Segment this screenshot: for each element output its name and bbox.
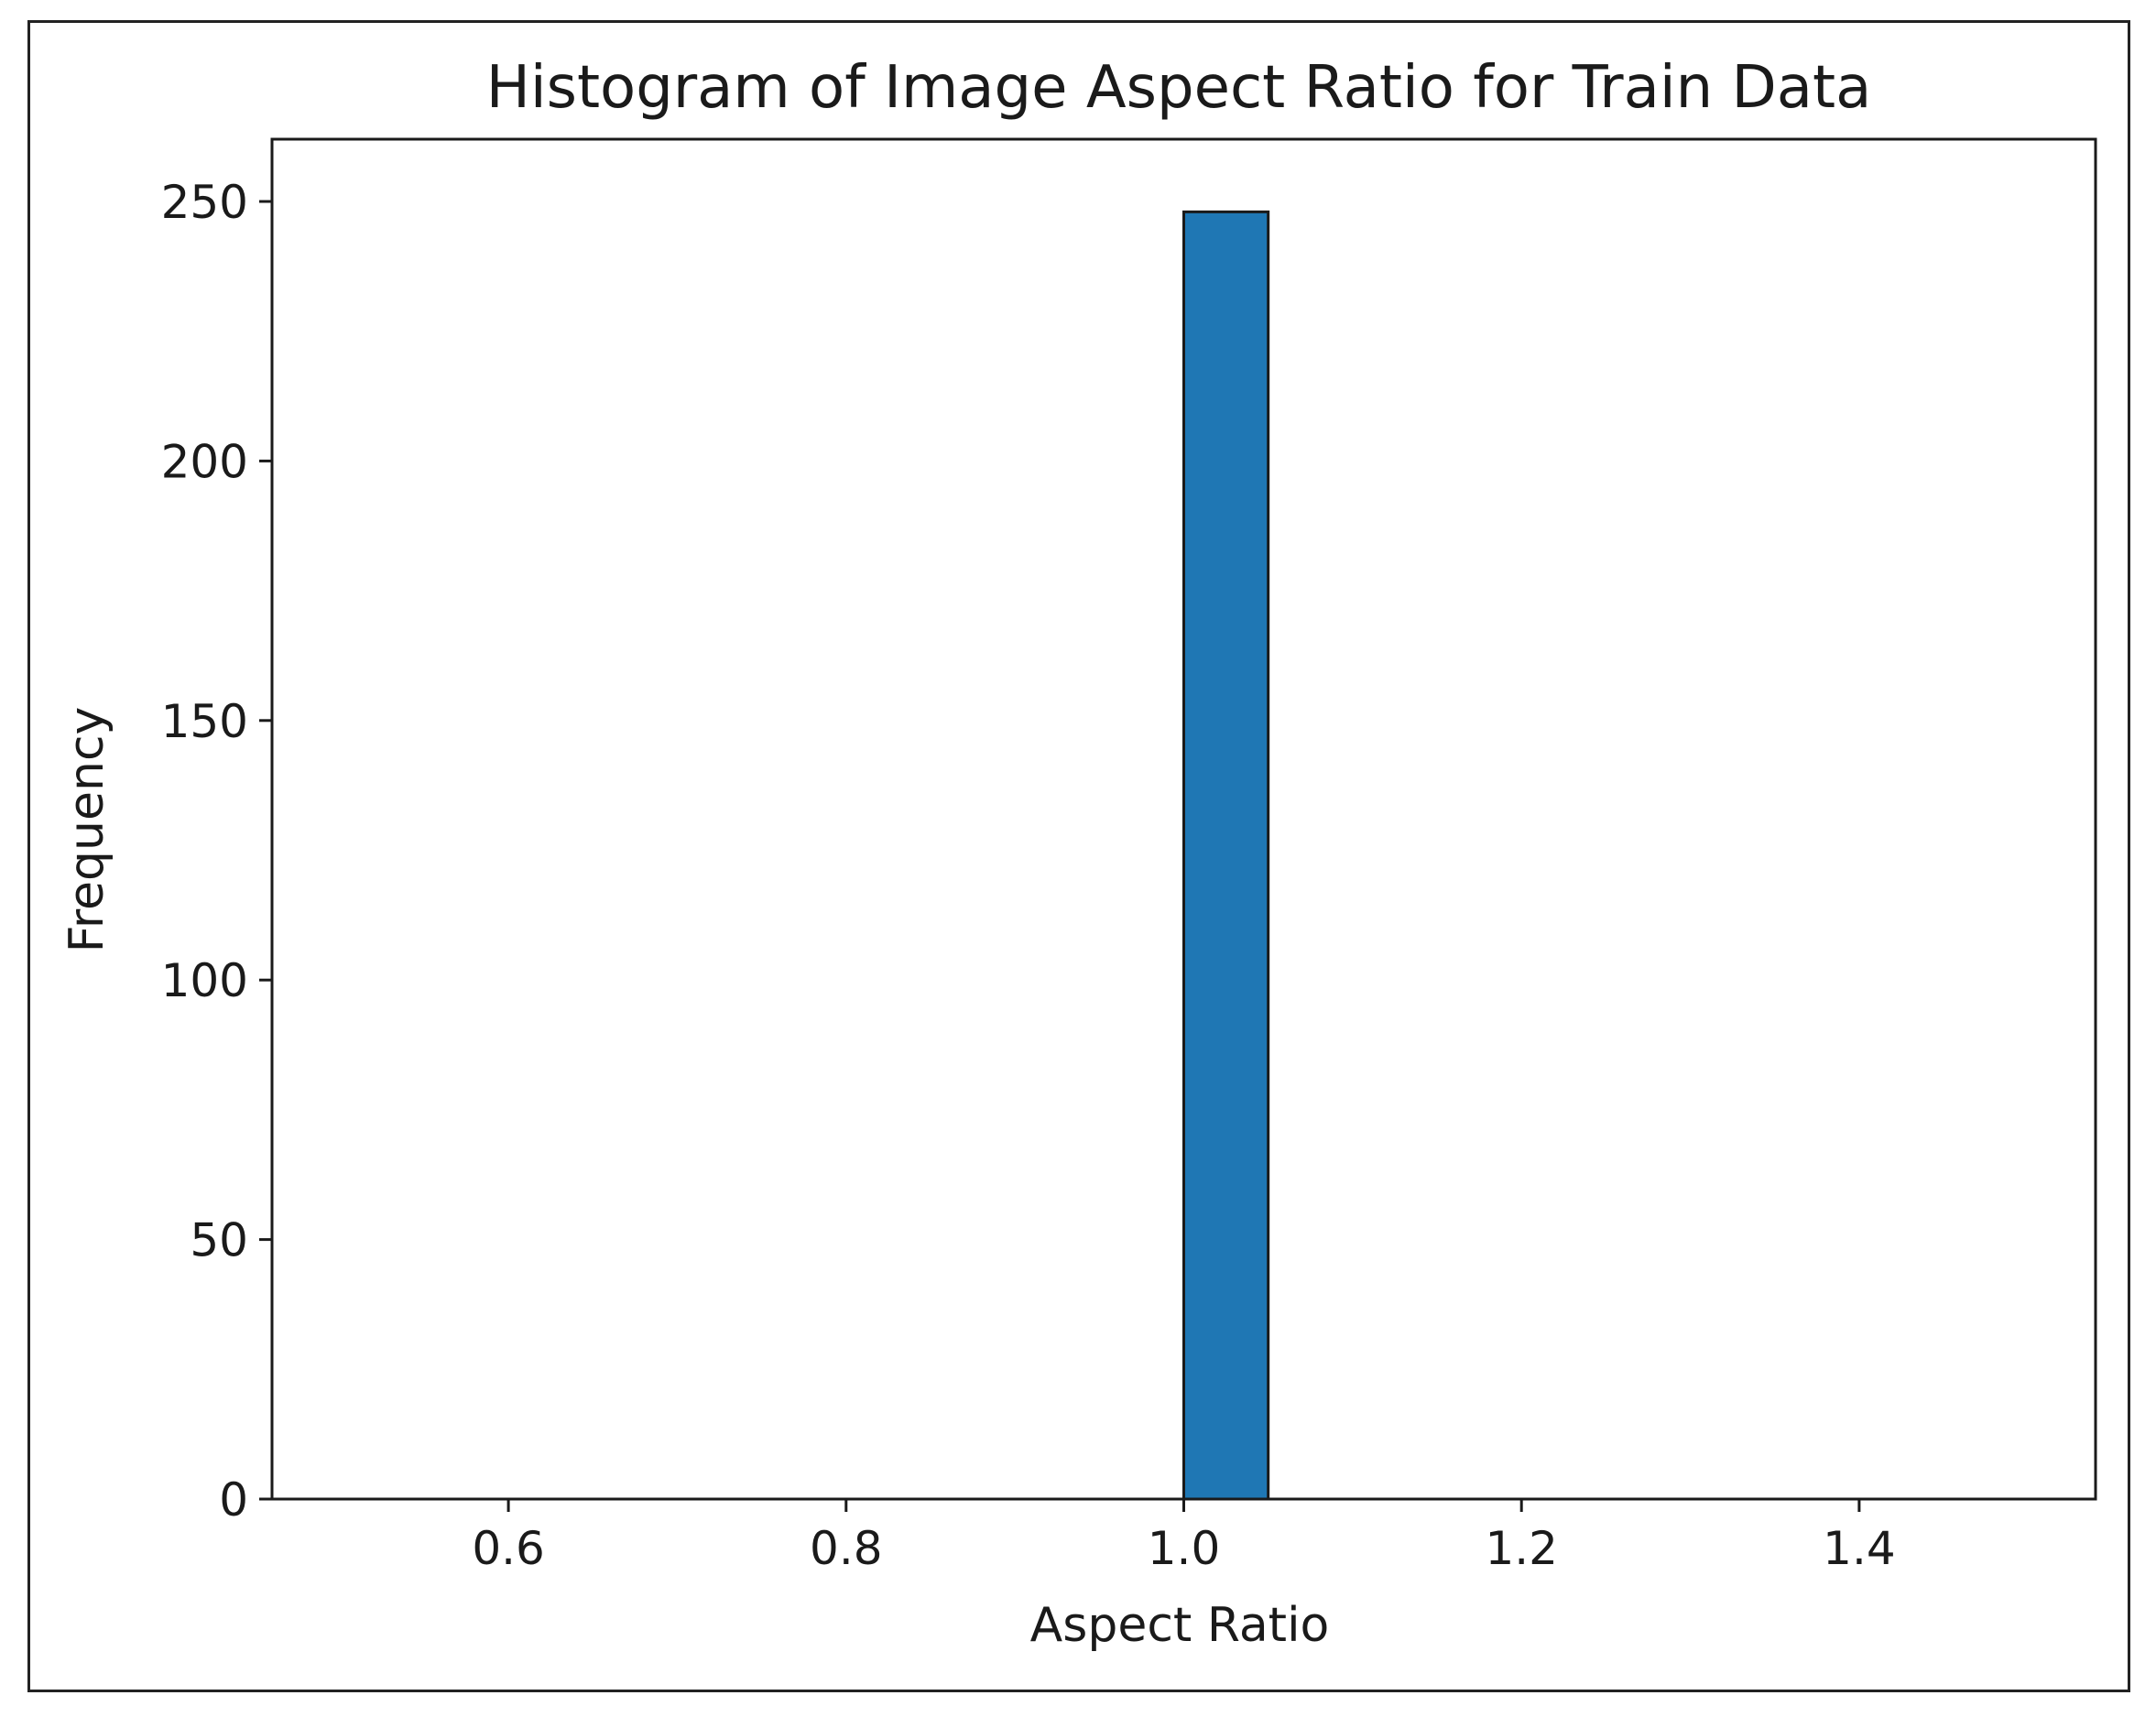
x-tick-label-2: 1.0 <box>1148 1522 1221 1575</box>
x-axis-ticks: 0.6 0.8 1.0 1.2 1.4 <box>472 1499 1896 1575</box>
x-tick-label-0: 0.6 <box>472 1522 545 1575</box>
y-tick-label-2: 100 <box>161 954 248 1007</box>
figure-frame <box>27 20 2130 1692</box>
bars-layer <box>338 210 2030 1501</box>
y-axis-ticks: 0 50 100 150 200 250 <box>161 176 272 1527</box>
histogram-bar-10 <box>1182 210 1270 1501</box>
y-tick-label-0: 0 <box>219 1473 248 1527</box>
y-tick-label-4: 200 <box>161 435 248 488</box>
x-axis-label: Aspect Ratio <box>1030 1598 1330 1653</box>
y-tick-label-5: 250 <box>161 176 248 229</box>
x-tick-label-1: 0.8 <box>810 1522 883 1575</box>
chart-title: Histogram of Image Aspect Ratio for Trai… <box>486 54 1872 122</box>
y-tick-label-1: 50 <box>190 1214 248 1267</box>
x-tick-label-4: 1.4 <box>1823 1522 1896 1575</box>
x-tick-label-3: 1.2 <box>1485 1522 1558 1575</box>
y-axis-label: Frequency <box>60 707 114 953</box>
y-tick-label-3: 150 <box>161 695 248 748</box>
